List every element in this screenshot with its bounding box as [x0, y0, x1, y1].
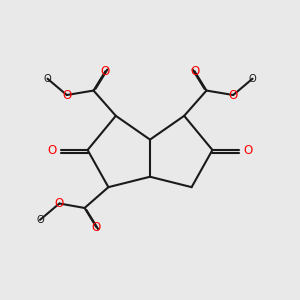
Text: O: O [36, 215, 44, 225]
Text: O: O [229, 88, 238, 101]
Text: O: O [47, 143, 56, 157]
Text: O: O [190, 65, 199, 78]
Text: O: O [101, 65, 110, 78]
Text: O: O [55, 197, 64, 210]
Text: O: O [62, 88, 71, 101]
Text: O: O [92, 221, 101, 234]
Text: O: O [244, 143, 253, 157]
Text: O: O [44, 74, 51, 84]
Text: O: O [249, 74, 256, 84]
